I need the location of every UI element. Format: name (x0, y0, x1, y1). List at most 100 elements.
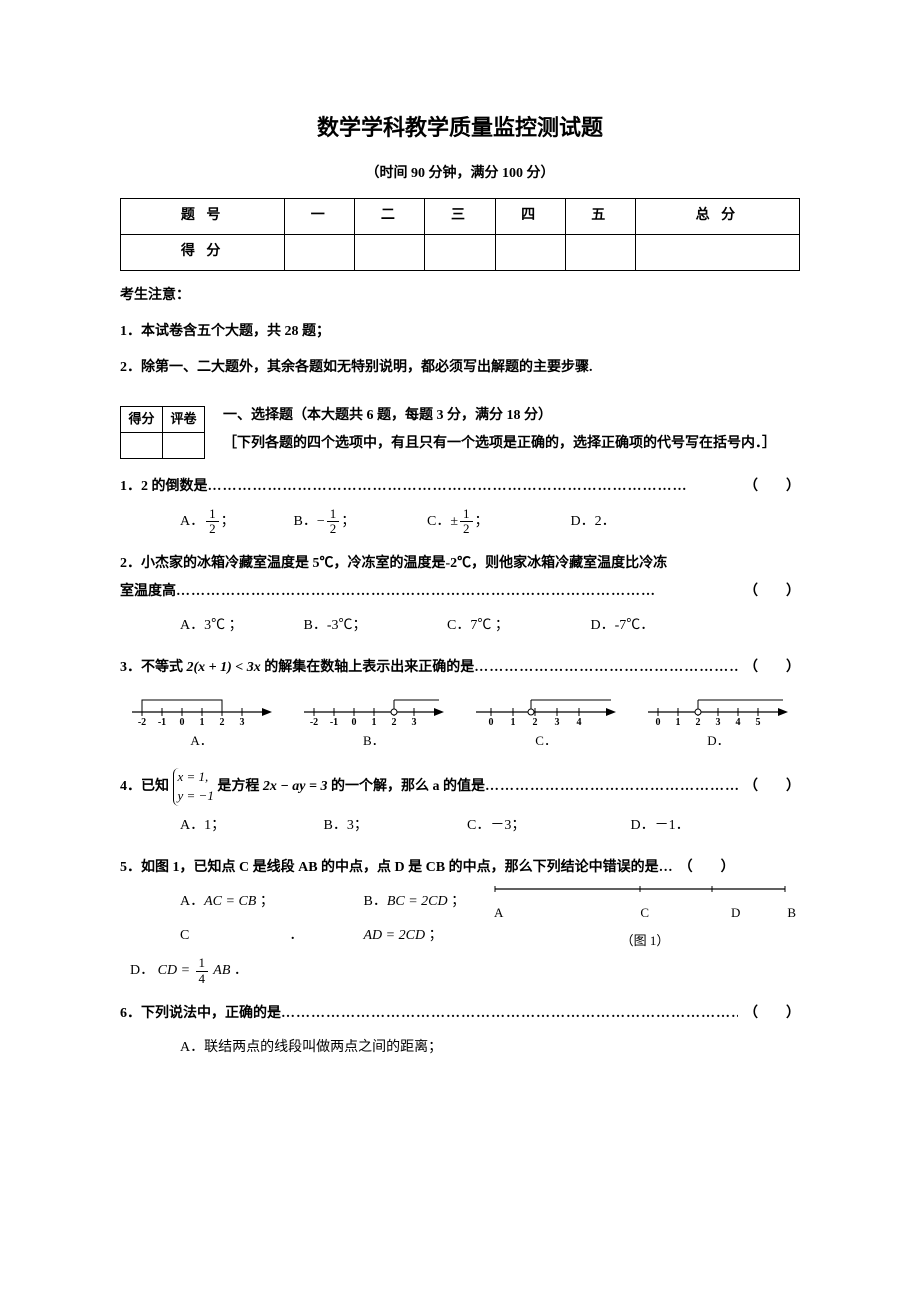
answer-paren[interactable]: （ ） (744, 473, 800, 501)
svg-text:2: 2 (391, 717, 396, 726)
option-a: A．AC = CB ； (180, 888, 360, 916)
svg-text:0: 0 (656, 717, 661, 726)
table-row: 得 分 (121, 234, 800, 270)
numberline-d: 012345 D． (637, 692, 800, 754)
option-b: B．−12 ； (294, 507, 424, 537)
row-label: 得 分 (121, 234, 285, 270)
figure-1: A C D B （图 1） (490, 886, 800, 954)
svg-text:-1: -1 (330, 717, 338, 726)
svg-text:-2: -2 (310, 717, 318, 726)
option-d: D．－1． (631, 812, 690, 840)
q6-options: A．联结两点的线段叫做两点之间的距离； (180, 1034, 800, 1062)
score-cell[interactable] (635, 234, 799, 270)
svg-text:4: 4 (736, 717, 741, 726)
answer-paren[interactable]: （ ） (744, 654, 800, 682)
question-4: 4．已知 x = 1,y = −1 是方程 2x − ay = 3 的一个解，那… (120, 768, 800, 840)
svg-text:1: 1 (511, 717, 516, 726)
numberline-a: -2-10123 A． (120, 692, 283, 754)
answer-paren[interactable]: （ ） (744, 578, 800, 606)
svg-text:3: 3 (716, 717, 721, 726)
numberline-c: 01234 C． (465, 692, 628, 754)
svg-text:2: 2 (696, 717, 701, 726)
score-cell[interactable] (425, 234, 495, 270)
svg-text:5: 5 (756, 717, 761, 726)
option-d: D．2． (571, 508, 616, 536)
answer-paren[interactable]: （ ） (679, 854, 735, 882)
q2-options: A．3℃ ； B．-3℃； C．7℃ ； D．-7℃． (180, 612, 800, 640)
leader-dots: …………………………………………………………………………………… (474, 654, 738, 682)
question-5: 5．如图 1，已知点 C 是线段 AB 的中点，点 D 是 CB 的中点，那么下… (120, 854, 800, 986)
svg-text:-1: -1 (157, 717, 165, 726)
leader-dots: …………………………………………………………………………………… (281, 1000, 738, 1028)
mini-cell[interactable] (163, 432, 205, 458)
svg-text:0: 0 (489, 717, 494, 726)
section-title: 一、选择题（本大题共 6 题，每题 3 分，满分 18 分） (223, 408, 552, 423)
option-c: C．7℃ ； (447, 612, 587, 640)
page-subtitle: （时间 90 分钟，满分 100 分） (120, 163, 800, 185)
svg-text:-2: -2 (137, 717, 145, 726)
leader-dots: …………………………………………………………………………………… (485, 773, 738, 801)
section-heading: 一、选择题（本大题共 6 题，每题 3 分，满分 18 分） ［下列各题的四个选… (120, 402, 800, 458)
svg-text:1: 1 (676, 717, 681, 726)
section-instruction: ［下列各题的四个选项中，有且只有一个选项是正确的，选择正确项的代号写在括号内．］ (223, 436, 776, 451)
leader-dots: …………………………………………………………………………………… (208, 473, 739, 501)
option-d: D． CD = 14 AB ． (130, 963, 248, 978)
q4-options: A．1； B．3； C．－3； D．－1． (180, 812, 800, 840)
question-6: 6．下列说法中，正确的是 ………………………………………………………………………… (120, 1000, 800, 1062)
system-brace-icon: x = 1,y = −1 (173, 768, 214, 806)
col-header: 四 (495, 198, 565, 234)
question-2: 2．小杰家的冰箱冷藏室温度是 5℃，冷冻室的温度是-2℃，则他家冰箱冷藏室温度比… (120, 550, 800, 640)
option-b: B．3； (324, 812, 464, 840)
option-a: A．3℃ ； (180, 612, 300, 640)
svg-text:3: 3 (411, 717, 416, 726)
question-3: 3．不等式 2(x + 1) < 3x 的解集在数轴上表示出来正确的是 …………… (120, 654, 800, 754)
question-1: 1．2 的倒数是 …………………………………………………………………………………… (120, 473, 800, 537)
svg-text:4: 4 (577, 717, 582, 726)
col-header: 总 分 (635, 198, 799, 234)
notice-item: 2．除第一、二大题外，其余各题如无特别说明，都必须写出解题的主要步骤. (120, 357, 800, 379)
page-title: 数学学科教学质量监控测试题 (120, 110, 800, 145)
option-a: A．1； (180, 812, 320, 840)
q3-stem: 3．不等式 2(x + 1) < 3x 的解集在数轴上表示出来正确的是 (120, 654, 474, 682)
svg-text:3: 3 (555, 717, 560, 726)
q3-numberlines: -2-10123 A． -2-10123 B． 01234 (120, 692, 800, 754)
col-header: 一 (285, 198, 355, 234)
score-table: 题 号 一 二 三 四 五 总 分 得 分 (120, 198, 800, 271)
svg-text:0: 0 (351, 717, 356, 726)
leader-dots: …………………………………………………………………………………… (176, 578, 738, 606)
notice-item: 1．本试卷含五个大题，共 28 题； (120, 321, 800, 343)
option-b: B．-3℃； (304, 612, 444, 640)
option-c: C． (180, 922, 360, 950)
score-cell[interactable] (565, 234, 635, 270)
option-c-expr: AD = 2CD ； (364, 928, 443, 943)
figure-caption: （图 1） (490, 928, 800, 954)
col-header: 三 (425, 198, 495, 234)
svg-text:2: 2 (533, 717, 538, 726)
option-b: B．BC = 2CD ； (364, 894, 466, 909)
mini-score-table: 得分 评卷 (120, 406, 205, 459)
mini-cell[interactable] (121, 432, 163, 458)
q1-options: A．12 ； B．−12 ； C．±12 ； D．2． (180, 507, 800, 537)
answer-paren[interactable]: （ ） (744, 773, 800, 801)
numberline-b: -2-10123 B． (292, 692, 455, 754)
svg-text:3: 3 (239, 717, 244, 726)
svg-text:1: 1 (199, 717, 204, 726)
notice-heading: 考生注意： (120, 285, 800, 307)
q2-stem-b: 室温度高 (120, 578, 176, 606)
option-c: C．－3； (467, 812, 627, 840)
option-a: A．联结两点的线段叫做两点之间的距离； (180, 1034, 442, 1062)
score-cell[interactable] (285, 234, 355, 270)
q2-stem-a: 2．小杰家的冰箱冷藏室温度是 5℃，冷冻室的温度是-2℃，则他家冰箱冷藏室温度比… (120, 550, 800, 578)
svg-text:1: 1 (371, 717, 376, 726)
q6-stem: 6．下列说法中，正确的是 (120, 1000, 281, 1028)
q4-stem: 4．已知 x = 1,y = −1 是方程 2x − ay = 3 的一个解，那… (120, 768, 485, 806)
score-cell[interactable] (495, 234, 565, 270)
table-row: 题 号 一 二 三 四 五 总 分 (121, 198, 800, 234)
answer-paren[interactable]: （ ） (744, 1000, 800, 1028)
option-a: A．12 ； (180, 507, 290, 537)
option-d: D．-7℃． (591, 612, 655, 640)
col-header: 五 (565, 198, 635, 234)
mini-header: 评卷 (163, 406, 205, 432)
score-cell[interactable] (355, 234, 425, 270)
svg-text:2: 2 (219, 717, 224, 726)
